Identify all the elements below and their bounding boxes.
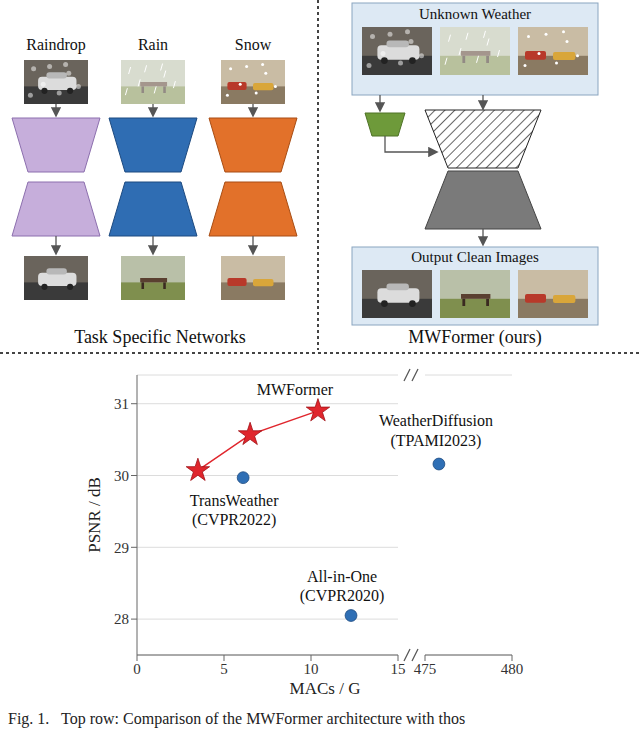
svg-text:30: 30 [114, 468, 129, 484]
svg-text:15: 15 [391, 661, 406, 677]
svg-text:475: 475 [414, 661, 437, 677]
svg-text:Snow: Snow [235, 36, 272, 53]
svg-text:(CVPR2020): (CVPR2020) [300, 587, 384, 605]
svg-text:Raindrop: Raindrop [26, 36, 86, 54]
svg-text:MACs / G: MACs / G [290, 679, 361, 698]
svg-text:MWFormer: MWFormer [257, 381, 334, 398]
svg-text:Task Specific Networks: Task Specific Networks [74, 327, 246, 347]
svg-text:28: 28 [114, 611, 129, 627]
svg-text:Fig. 1. Top row: Comparison: Fig. 1. Top row: Comparison of the MWFor… [8, 710, 465, 728]
svg-text:5: 5 [220, 661, 228, 677]
svg-text:TransWeather: TransWeather [190, 492, 279, 509]
svg-text:Unknown Weather: Unknown Weather [419, 6, 531, 22]
svg-text:10: 10 [304, 661, 319, 677]
svg-text:MWFormer (ours): MWFormer (ours) [408, 327, 541, 348]
svg-text:480: 480 [501, 661, 524, 677]
svg-text:All-in-One: All-in-One [307, 568, 377, 585]
svg-text:31: 31 [114, 396, 129, 412]
svg-text:0: 0 [133, 661, 141, 677]
svg-text:Output Clean Images: Output Clean Images [411, 249, 539, 265]
svg-text:29: 29 [114, 540, 129, 556]
svg-text:WeatherDiffusion: WeatherDiffusion [379, 412, 493, 429]
svg-text:PSNR / dB: PSNR / dB [85, 477, 104, 553]
svg-text:Rain: Rain [138, 36, 168, 53]
svg-text:(TPAMI2023): (TPAMI2023) [390, 432, 481, 450]
svg-text:(CVPR2022): (CVPR2022) [192, 511, 276, 529]
